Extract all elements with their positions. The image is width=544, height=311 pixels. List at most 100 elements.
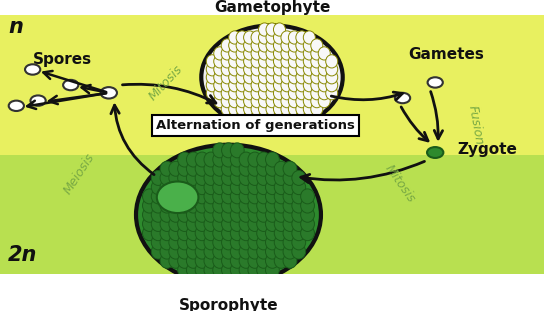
Text: n: n [8, 17, 23, 37]
Ellipse shape [230, 143, 244, 158]
Ellipse shape [195, 207, 209, 222]
Ellipse shape [281, 63, 293, 76]
Ellipse shape [204, 226, 218, 241]
Ellipse shape [206, 79, 218, 92]
Ellipse shape [292, 235, 306, 250]
Ellipse shape [283, 207, 297, 222]
Ellipse shape [296, 79, 308, 92]
Ellipse shape [160, 216, 174, 231]
Ellipse shape [257, 198, 270, 213]
Ellipse shape [187, 226, 200, 241]
Ellipse shape [265, 161, 279, 176]
Ellipse shape [274, 226, 288, 241]
Text: Zygote: Zygote [457, 142, 517, 157]
Ellipse shape [251, 110, 263, 124]
Ellipse shape [178, 170, 191, 185]
Ellipse shape [257, 235, 270, 250]
Ellipse shape [266, 110, 278, 124]
Ellipse shape [265, 244, 279, 259]
Ellipse shape [213, 226, 227, 241]
Ellipse shape [265, 216, 279, 231]
Ellipse shape [274, 216, 288, 231]
Ellipse shape [274, 198, 288, 213]
Ellipse shape [292, 180, 306, 195]
Ellipse shape [151, 180, 165, 195]
Ellipse shape [206, 55, 218, 68]
Ellipse shape [296, 86, 308, 100]
Ellipse shape [288, 63, 300, 76]
Ellipse shape [169, 198, 183, 213]
Ellipse shape [266, 31, 278, 44]
Ellipse shape [311, 86, 323, 100]
Ellipse shape [151, 189, 165, 204]
Ellipse shape [195, 152, 209, 167]
Ellipse shape [292, 244, 306, 259]
Ellipse shape [230, 272, 244, 287]
Ellipse shape [213, 152, 227, 167]
Ellipse shape [244, 55, 256, 68]
Ellipse shape [187, 152, 200, 167]
Ellipse shape [248, 262, 262, 277]
Ellipse shape [266, 95, 278, 108]
Ellipse shape [428, 77, 443, 88]
Ellipse shape [187, 253, 200, 268]
Ellipse shape [204, 262, 218, 277]
Ellipse shape [258, 86, 270, 100]
Ellipse shape [228, 39, 240, 52]
Ellipse shape [301, 216, 314, 231]
Ellipse shape [204, 207, 218, 222]
Ellipse shape [178, 161, 191, 176]
Ellipse shape [213, 253, 227, 268]
Ellipse shape [230, 207, 244, 222]
Ellipse shape [248, 189, 262, 204]
Ellipse shape [244, 31, 256, 44]
Ellipse shape [257, 170, 270, 185]
Ellipse shape [257, 189, 270, 204]
Ellipse shape [178, 189, 191, 204]
Ellipse shape [178, 216, 191, 231]
Ellipse shape [195, 198, 209, 213]
Ellipse shape [221, 47, 233, 60]
Ellipse shape [304, 71, 316, 84]
Ellipse shape [204, 180, 218, 195]
Ellipse shape [248, 161, 262, 176]
Ellipse shape [274, 110, 286, 124]
Ellipse shape [244, 47, 256, 60]
Ellipse shape [301, 226, 314, 241]
Ellipse shape [195, 226, 209, 241]
Ellipse shape [274, 55, 286, 68]
Ellipse shape [213, 262, 227, 277]
Ellipse shape [288, 110, 300, 124]
Ellipse shape [239, 189, 253, 204]
Ellipse shape [228, 31, 240, 44]
Ellipse shape [204, 198, 218, 213]
Ellipse shape [239, 235, 253, 250]
Ellipse shape [266, 86, 278, 100]
Ellipse shape [288, 39, 300, 52]
Ellipse shape [214, 47, 226, 60]
Ellipse shape [101, 87, 117, 99]
Ellipse shape [204, 161, 218, 176]
Ellipse shape [311, 95, 323, 108]
Ellipse shape [160, 235, 174, 250]
Ellipse shape [214, 71, 226, 84]
Ellipse shape [221, 207, 236, 222]
Ellipse shape [213, 244, 227, 259]
Text: Fusion: Fusion [466, 104, 486, 146]
Ellipse shape [395, 93, 410, 103]
Ellipse shape [228, 110, 240, 124]
Ellipse shape [195, 216, 209, 231]
Ellipse shape [178, 207, 191, 222]
Ellipse shape [251, 47, 263, 60]
Ellipse shape [257, 216, 270, 231]
Ellipse shape [143, 216, 156, 231]
Ellipse shape [288, 103, 300, 116]
Ellipse shape [143, 226, 156, 241]
Ellipse shape [178, 198, 191, 213]
Ellipse shape [187, 216, 200, 231]
Ellipse shape [296, 63, 308, 76]
Ellipse shape [239, 198, 253, 213]
Ellipse shape [311, 47, 323, 60]
Ellipse shape [206, 63, 218, 76]
Ellipse shape [221, 244, 236, 259]
